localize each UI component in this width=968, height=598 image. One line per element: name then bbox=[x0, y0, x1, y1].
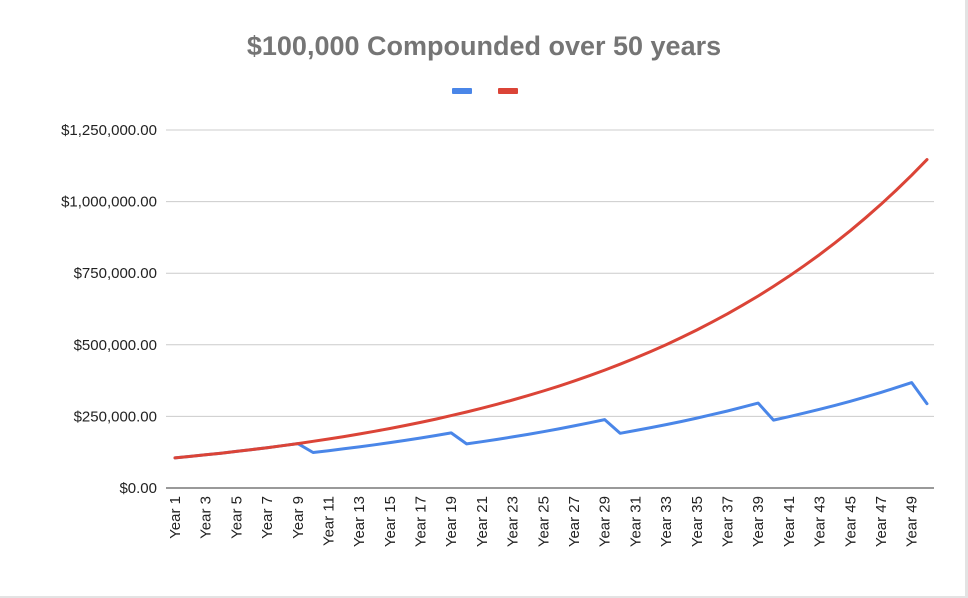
series-line-1 bbox=[173, 381, 929, 460]
x-tick-label: Year 49 bbox=[904, 496, 921, 547]
x-tick-label: Year 39 bbox=[750, 496, 767, 547]
x-tick-label: Year 11 bbox=[320, 496, 337, 546]
x-tick-label: Year 29 bbox=[597, 496, 614, 547]
x-tick-label: Year 19 bbox=[443, 496, 460, 547]
y-tick-label: $1,250,000.00 bbox=[61, 122, 157, 139]
x-tick-label: Year 37 bbox=[719, 496, 736, 547]
x-tick-label: Year 47 bbox=[873, 496, 890, 547]
series-lines bbox=[173, 158, 929, 460]
x-tick-label: Year 27 bbox=[566, 496, 583, 547]
y-tick-label: $0.00 bbox=[119, 480, 157, 497]
x-tick-label: Year 1 bbox=[167, 496, 184, 539]
x-tick-label: Year 21 bbox=[474, 496, 491, 547]
x-tick-label: Year 41 bbox=[781, 496, 798, 547]
x-tick-label: Year 31 bbox=[627, 496, 644, 547]
y-tick-label: $1,000,000.00 bbox=[61, 194, 157, 211]
x-tick-label: Year 15 bbox=[382, 496, 399, 547]
y-tick-label: $250,000.00 bbox=[74, 408, 157, 425]
x-tick-label: Year 17 bbox=[413, 496, 430, 547]
x-tick-label: Year 5 bbox=[228, 496, 245, 539]
x-tick-label: Year 3 bbox=[198, 496, 215, 539]
x-tick-label: Year 7 bbox=[259, 496, 276, 539]
y-tick-label: $750,000.00 bbox=[74, 265, 157, 282]
x-axis-labels: Year 1 Year 3 Year 5 Year 7 Year 9 Year 11 Yea… bbox=[167, 496, 921, 547]
legend-swatch-1 bbox=[452, 88, 472, 94]
x-tick-label: Year 43 bbox=[812, 496, 829, 547]
sheet-border-right bbox=[965, 0, 968, 598]
x-tick-label: Year 33 bbox=[658, 496, 675, 547]
y-tick-label: $500,000.00 bbox=[74, 337, 157, 354]
x-tick-label: Year 35 bbox=[689, 496, 706, 547]
gridlines bbox=[166, 129, 934, 489]
y-axis-labels: $0.00 $250,000.00 $500,000.00 $750,000.00 $1… bbox=[61, 122, 157, 497]
legend-swatch-2 bbox=[498, 88, 518, 94]
legend bbox=[452, 88, 518, 94]
x-tick-label: Year 25 bbox=[535, 496, 552, 547]
x-tick-label: Year 45 bbox=[842, 496, 859, 547]
sheet-border-bottom bbox=[0, 596, 968, 598]
x-tick-label: Year 23 bbox=[505, 496, 522, 547]
x-tick-label: Year 13 bbox=[351, 496, 368, 547]
x-tick-label: Year 9 bbox=[290, 496, 307, 539]
series-line-2 bbox=[173, 158, 929, 460]
chart-title: $100,000 Compounded over 50 years bbox=[247, 31, 721, 61]
